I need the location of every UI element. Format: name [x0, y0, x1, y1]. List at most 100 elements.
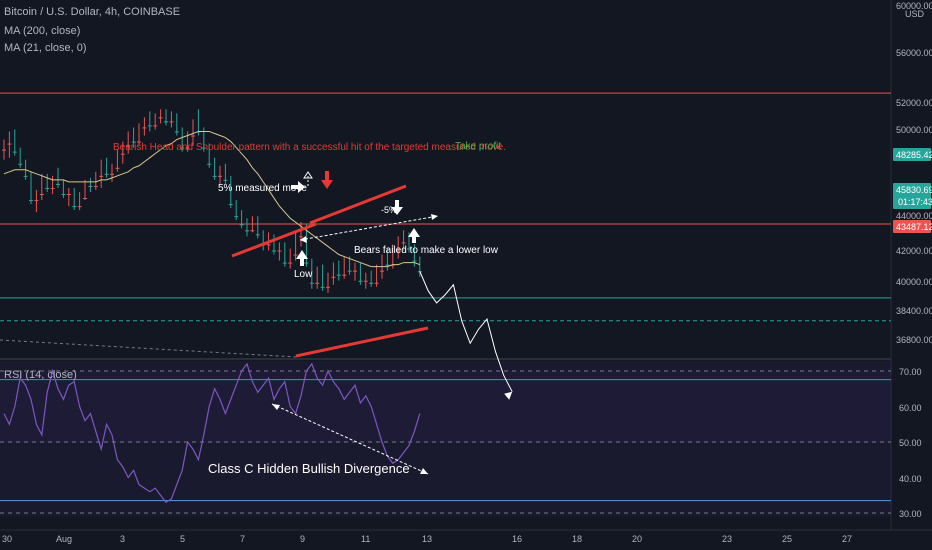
candle-body: [282, 262, 287, 264]
rsi-tick: 50.00: [899, 438, 922, 448]
candle-body: [358, 280, 363, 282]
candle-body: [353, 270, 357, 272]
candle-body: [23, 175, 28, 177]
candle-body: [315, 282, 320, 284]
price-tick: 40000.00: [896, 277, 932, 287]
candle-body: [326, 286, 330, 288]
candle-body: [158, 117, 163, 119]
candle-body: [169, 121, 174, 123]
candle-body: [223, 179, 228, 181]
candle-body: [250, 230, 255, 232]
rsi-band: [0, 371, 891, 443]
rsi-legend[interactable]: RSI (14, close): [4, 369, 77, 381]
candle-body: [99, 175, 104, 177]
candle-body: [34, 200, 39, 202]
candle-body: [347, 270, 352, 272]
candle-body: [39, 194, 44, 195]
candle-body: [104, 173, 109, 175]
ma200-legend[interactable]: MA (200, close): [4, 25, 81, 37]
time-tick: Aug: [56, 534, 72, 544]
candle-body: [126, 145, 131, 147]
candle-body: [2, 149, 6, 151]
time-tick: 20: [632, 534, 642, 544]
time-tick: 5: [180, 534, 185, 544]
head-arrow-icon: [321, 171, 333, 189]
candle-body: [61, 194, 66, 195]
ma21-legend[interactable]: MA (21, close, 0): [4, 42, 87, 54]
higher-low-arrowhead-right: [431, 214, 438, 220]
time-tick: 13: [422, 534, 432, 544]
candle-body: [147, 125, 152, 127]
candle-body: [164, 121, 168, 123]
candle-body: [331, 276, 336, 278]
candle-body: [320, 286, 325, 288]
time-tick: 16: [512, 534, 522, 544]
candle-body: [228, 204, 233, 206]
rsi-tick: 70.00: [899, 367, 922, 377]
symbol-legend[interactable]: Bitcoin / U.S. Dollar, 4h, COINBASE: [4, 6, 181, 18]
current-price-tag: [893, 183, 931, 209]
low-label: Low: [294, 269, 313, 280]
candle-body: [142, 127, 147, 129]
candle-body: [304, 262, 309, 264]
time-tick: 11: [361, 534, 370, 544]
price-tick: 50000.00: [896, 125, 932, 135]
candle-body: [396, 250, 401, 252]
divergence-arrowhead-left: [272, 404, 280, 410]
candle-body: [207, 163, 212, 165]
candle-body: [369, 282, 374, 284]
rsi-line: [3, 362, 421, 504]
price-tick: 36800.00: [896, 335, 932, 345]
bears-failed-arrow-icon: [408, 228, 420, 243]
price-tick: 52000.00: [896, 98, 932, 108]
higher-low-line: [299, 215, 439, 241]
time-tick: 9: [300, 534, 305, 544]
candle-body: [245, 230, 249, 232]
candle-body: [380, 270, 384, 272]
candle-body: [56, 183, 60, 185]
lower-trendline: [295, 326, 429, 358]
candle-body: [45, 187, 50, 189]
candle-body: [29, 200, 33, 202]
candle-body: [7, 143, 12, 145]
candle-body: [412, 260, 417, 262]
price-pane[interactable]: [0, 0, 891, 357]
candle-body: [115, 167, 120, 169]
candle-body: [88, 185, 93, 187]
divergence-line: [271, 403, 429, 475]
candle-body: [180, 147, 185, 149]
projection-path: [419, 271, 513, 392]
candle-body: [153, 125, 158, 127]
measured-move-arrow-icon: [291, 181, 305, 193]
candle-body: [336, 274, 341, 276]
measured-move-label: 5% measured move: [218, 183, 307, 194]
candle-body: [342, 274, 347, 276]
candle-body: [77, 206, 82, 208]
candle-body: [174, 131, 179, 133]
price-tick: 44000.00: [896, 211, 932, 221]
candle-body: [266, 244, 271, 246]
price-tick: 56000.00: [896, 48, 932, 58]
candle-body: [272, 250, 276, 252]
candle-body: [255, 234, 260, 236]
projection-arrowhead: [504, 391, 513, 400]
minus5-label: -5%: [381, 205, 397, 215]
candle-body: [137, 141, 141, 143]
candle-body: [299, 236, 303, 238]
time-tick: 25: [782, 534, 792, 544]
candle-body: [131, 141, 136, 143]
candle-body: [12, 151, 17, 153]
right-shoulder-arrow-icon: [391, 200, 403, 215]
price-tick: 42000.00: [896, 246, 932, 256]
candle-body: [191, 135, 195, 137]
bar-countdown: 01:17:43: [898, 197, 932, 207]
candle-body: [212, 175, 217, 177]
candle-body: [288, 262, 293, 264]
candle-body: [120, 153, 125, 155]
support-price-tag: [893, 220, 931, 233]
bears-failed-label: Bears failed to make a lower low: [354, 245, 499, 256]
measured-move-arrowhead: [303, 171, 313, 179]
higher-low-arrowhead: [300, 236, 307, 243]
currency-label: USD: [905, 9, 925, 19]
